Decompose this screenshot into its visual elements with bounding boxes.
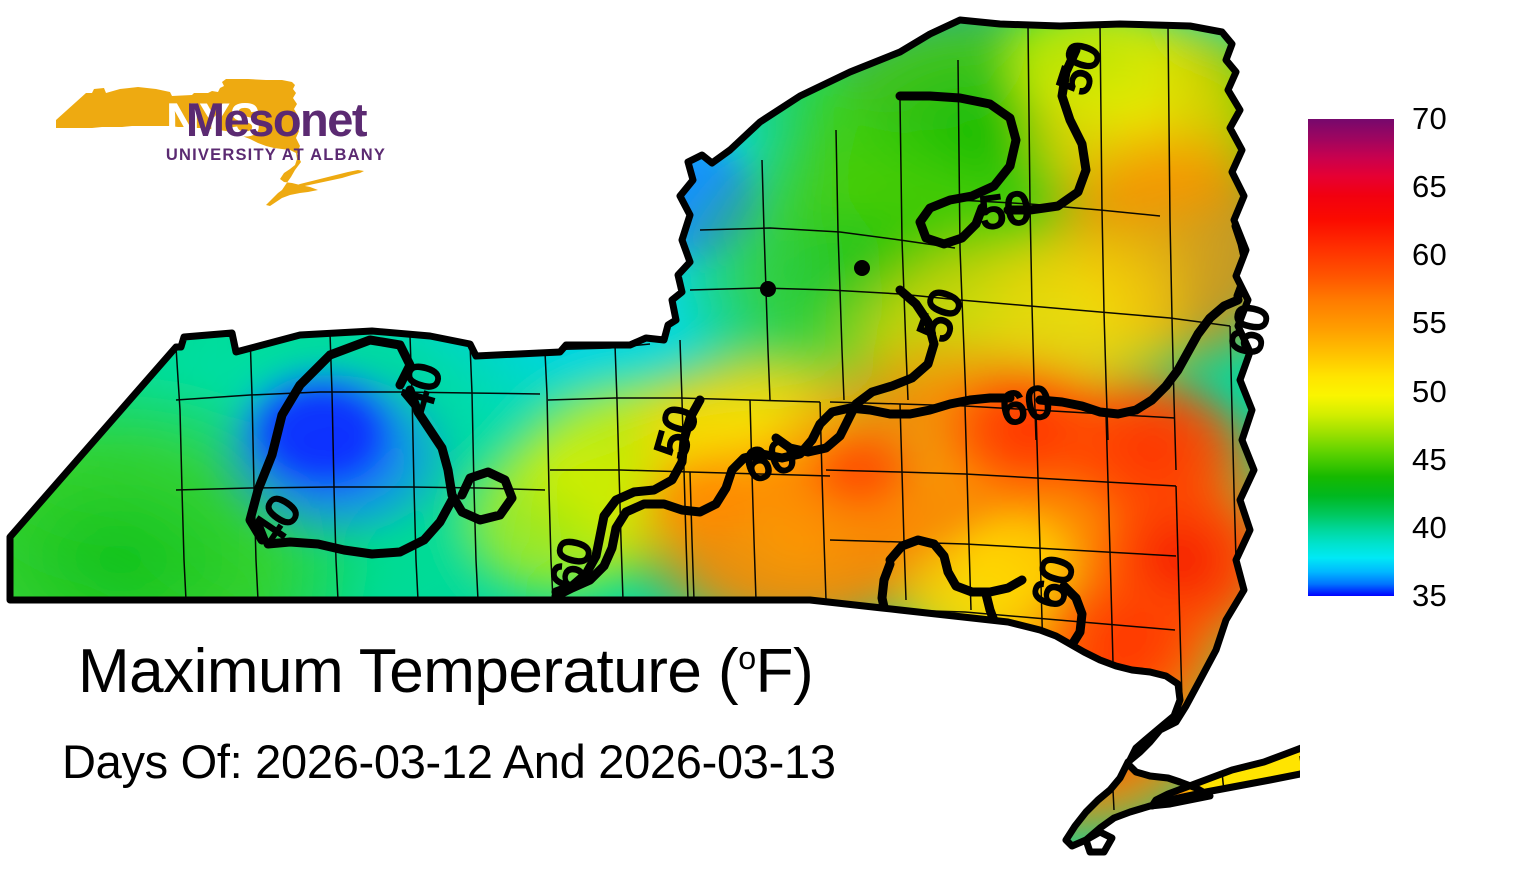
- contour-lines: [245, 45, 1251, 733]
- colorbar-tick-70: 70: [1412, 101, 1447, 136]
- colorbar-gradient: [1308, 119, 1394, 596]
- colorbar-tick-50: 50: [1412, 373, 1447, 409]
- colorbar-tick-45: 45: [1412, 441, 1447, 477]
- station-marker-1: [854, 260, 870, 276]
- colorbar: [1308, 119, 1394, 596]
- station-markers: [760, 260, 870, 297]
- page-title: Maximum Temperature (oF): [78, 636, 814, 707]
- logo-mesonet-text: Mesonet: [186, 93, 368, 146]
- colorbar-tick-40: 40: [1412, 509, 1447, 545]
- county-borders: [175, 23, 1237, 811]
- colorbar-tick-65: 65: [1412, 169, 1447, 205]
- title-main-suffix: F): [755, 637, 814, 706]
- station-marker-0: [760, 281, 776, 297]
- logo-nys-text: NYS: [166, 93, 260, 146]
- state-outline: [6, 16, 1300, 856]
- title-main-prefix: Maximum Temperature (: [78, 637, 739, 706]
- nys-mesonet-logo: NYS Mesonet UNIVERSITY AT ALBANY: [52, 76, 412, 206]
- degree-symbol: o: [738, 639, 756, 676]
- colorbar-tick-35: 35: [1412, 578, 1447, 613]
- colorbar-tick-55: 55: [1412, 305, 1447, 341]
- contour-label-50-3: 50: [976, 181, 1034, 240]
- temperature-map: 40 40 50 50 50 50 60 60 60 60 60: [6, 16, 1300, 856]
- colorbar-tick-60: 60: [1412, 237, 1447, 273]
- contour-label-60-7: 60: [996, 375, 1056, 436]
- ny-state-silhouette-icon: [56, 79, 364, 206]
- logo-subtitle: UNIVERSITY AT ALBANY: [166, 146, 386, 164]
- page-subtitle: Days Of: 2026-03-12 And 2026-03-13: [62, 735, 836, 788]
- contour-label-60-6: 60: [1218, 300, 1280, 361]
